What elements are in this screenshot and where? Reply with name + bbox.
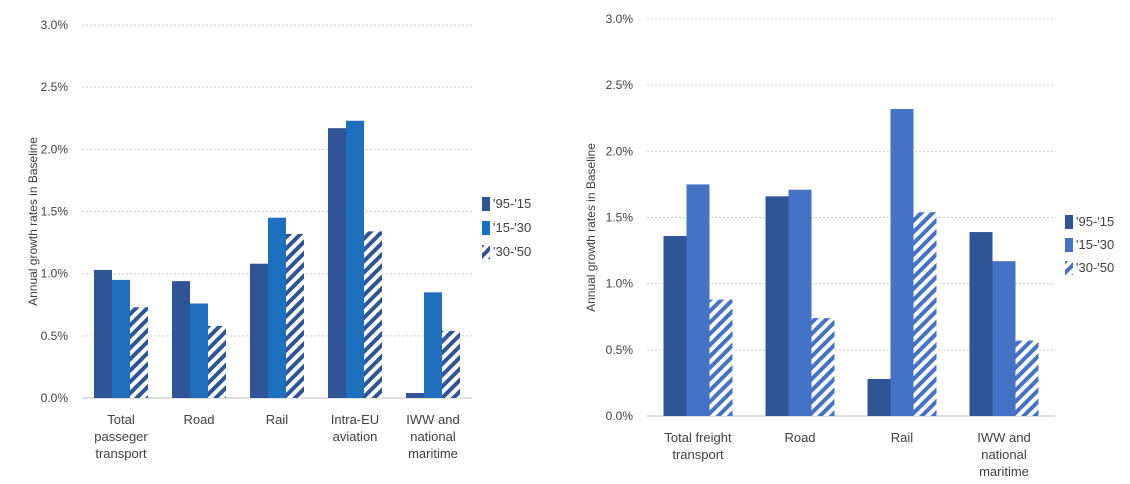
bar bbox=[969, 232, 993, 416]
bar bbox=[130, 307, 148, 398]
x-category-label: IWW and national maritime bbox=[406, 412, 459, 461]
y-tick-label: 1.5% bbox=[41, 205, 69, 219]
x-category-label: Total passeger transport bbox=[94, 412, 148, 461]
legend-swatch bbox=[1065, 215, 1073, 229]
y-tick-label: 0.0% bbox=[41, 391, 69, 405]
bar bbox=[867, 378, 891, 416]
bar bbox=[686, 184, 710, 416]
y-tick-label: 2.0% bbox=[41, 142, 69, 156]
bar bbox=[190, 303, 208, 398]
legend-label: '15-'30 bbox=[493, 220, 531, 235]
bar bbox=[94, 269, 112, 398]
y-tick-label: 0.5% bbox=[606, 343, 634, 357]
bar bbox=[890, 108, 914, 416]
legend-label: '30-'50 bbox=[1076, 260, 1114, 275]
bar bbox=[811, 318, 835, 416]
bar bbox=[172, 281, 190, 398]
x-category-label: Road bbox=[784, 430, 815, 445]
y-axis-title: Annual growth rates in Baseline bbox=[26, 137, 40, 306]
legend-swatch bbox=[482, 197, 490, 211]
y-tick-label: 0.0% bbox=[606, 409, 634, 423]
bar bbox=[1015, 340, 1039, 416]
y-tick-label: 1.5% bbox=[606, 211, 634, 225]
legend-swatch bbox=[482, 245, 490, 259]
bar bbox=[788, 189, 812, 416]
legend-label: '95-'15 bbox=[1076, 214, 1114, 229]
legend-swatch bbox=[1065, 261, 1073, 275]
x-category-label: Rail bbox=[891, 430, 914, 445]
y-tick-label: 2.5% bbox=[606, 78, 634, 92]
passenger-transport-chart: 0.0% 0.5% 1.0% 1.5% 2.0% 2.5% 3.0% Annual growt… bbox=[26, 18, 531, 461]
x-category-label: Rail bbox=[266, 412, 289, 427]
x-category-label: Total freight transport bbox=[664, 430, 732, 462]
bar bbox=[286, 233, 304, 398]
y-tick-label: 3.0% bbox=[606, 12, 634, 26]
y-axis-title: Annual growth rates in Baseline bbox=[584, 143, 598, 312]
bar bbox=[709, 299, 733, 416]
bar bbox=[424, 292, 442, 398]
bar bbox=[268, 217, 286, 398]
x-category-label: Intra-EU aviation bbox=[331, 412, 379, 444]
y-tick-label: 1.0% bbox=[606, 277, 634, 291]
legend-swatch bbox=[482, 221, 490, 235]
x-category-label: Road bbox=[183, 412, 214, 427]
y-tick-label: 2.5% bbox=[41, 80, 69, 94]
bar bbox=[364, 231, 382, 398]
x-category-label: IWW and national maritime bbox=[977, 430, 1030, 479]
bar bbox=[346, 120, 364, 398]
bar bbox=[663, 236, 687, 416]
legend-label: '15-'30 bbox=[1076, 237, 1114, 252]
y-tick-label: 2.0% bbox=[606, 144, 634, 158]
bar bbox=[442, 330, 460, 398]
bar bbox=[913, 212, 937, 416]
bar bbox=[208, 325, 226, 398]
legend-swatch bbox=[1065, 238, 1073, 252]
y-tick-label: 1.0% bbox=[41, 267, 69, 281]
bar bbox=[250, 263, 268, 398]
legend-label: '95-'15 bbox=[493, 196, 531, 211]
bar bbox=[328, 128, 346, 399]
bar bbox=[765, 196, 789, 416]
y-tick-label: 0.5% bbox=[41, 329, 69, 343]
bar bbox=[406, 393, 424, 398]
bar bbox=[992, 261, 1016, 416]
freight-transport-chart: 0.0% 0.5% 1.0% 1.5% 2.0% 2.5% 3.0% Annual growt… bbox=[584, 12, 1114, 479]
legend-label: '30-'50 bbox=[493, 244, 531, 259]
y-tick-label: 3.0% bbox=[41, 18, 69, 32]
bar bbox=[112, 279, 130, 398]
